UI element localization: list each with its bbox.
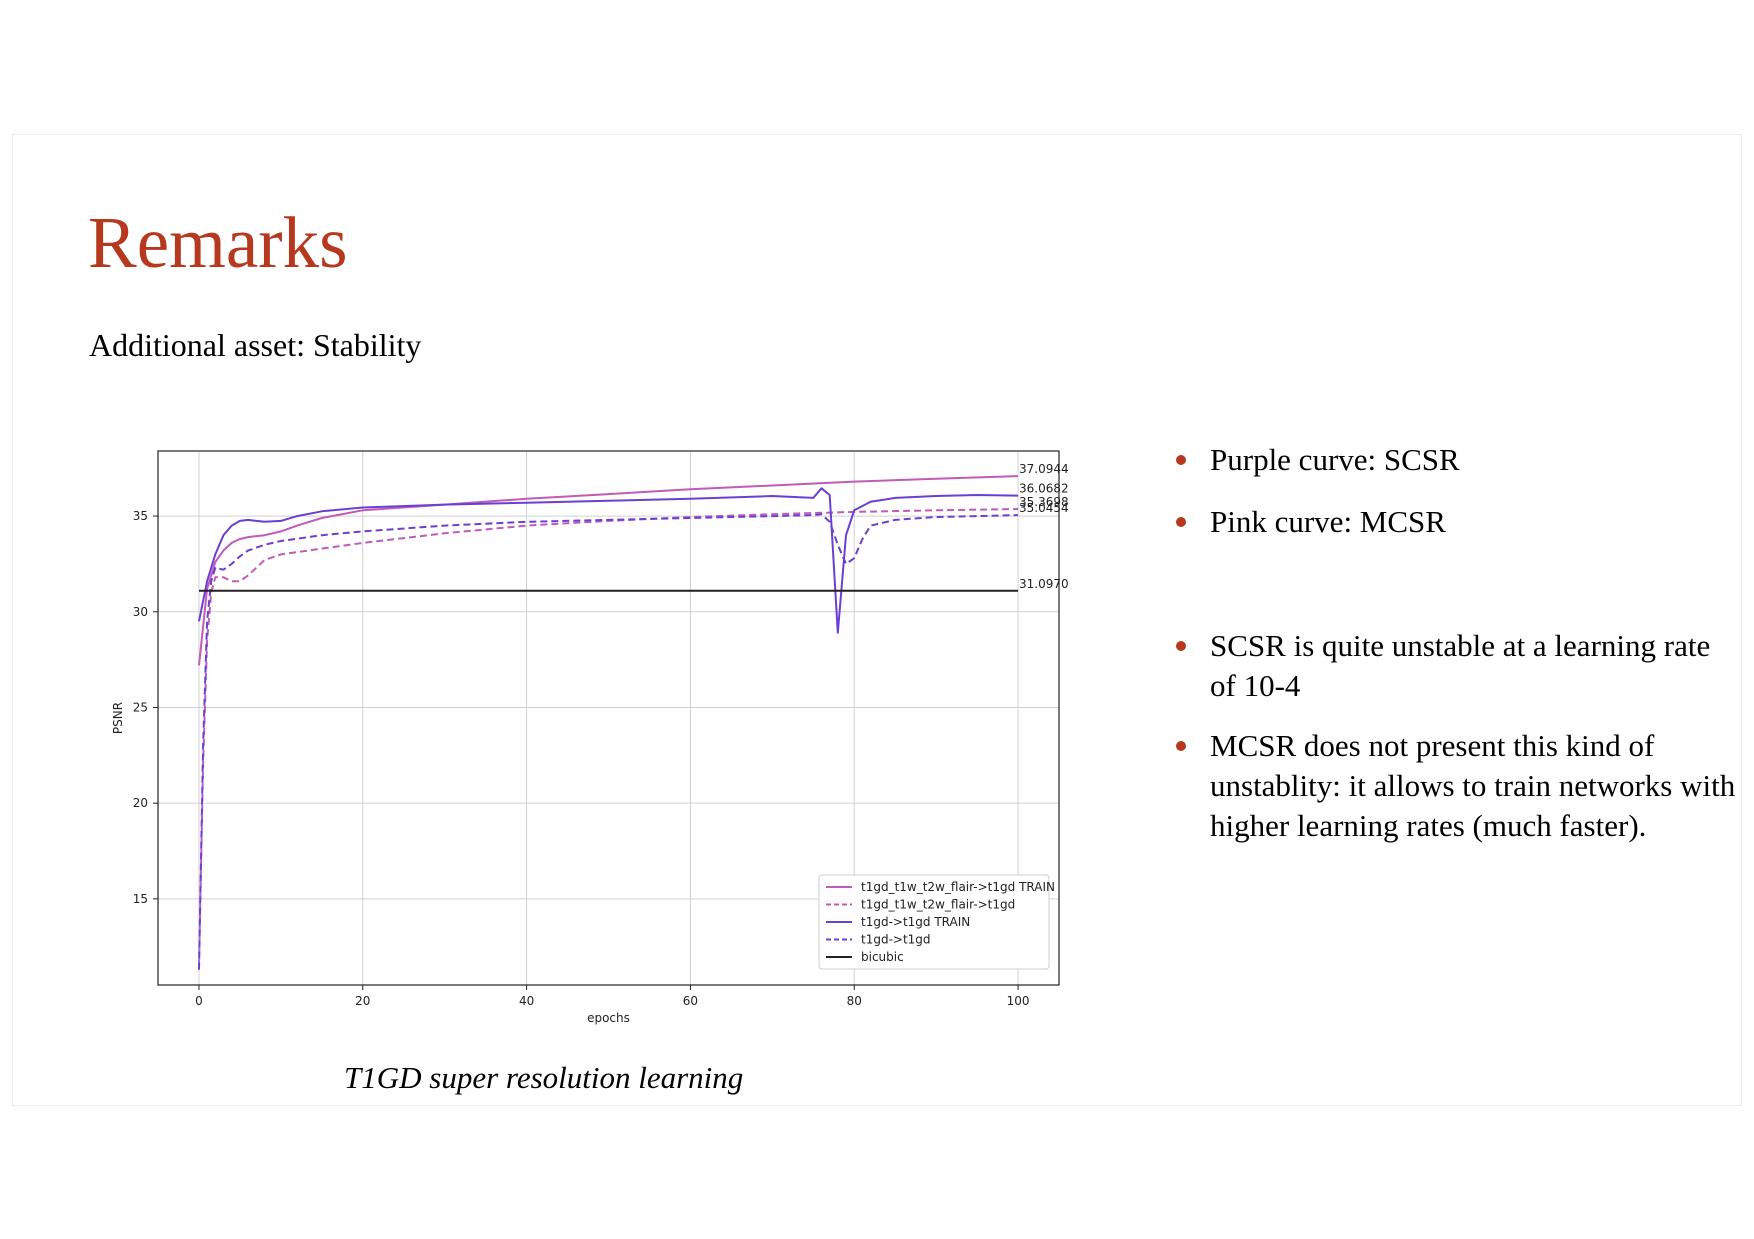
x-tick-label: 80 [847,994,862,1008]
slide-title: Remarks [88,202,348,283]
x-axis-label: epochs [587,1011,630,1025]
bullet-text: Purple curve: SCSR [1210,442,1460,477]
x-tick-label: 40 [519,994,534,1008]
y-tick-label: 15 [133,892,148,906]
legend-label: t1gd->t1gd TRAIN [861,915,970,929]
series-line [198,508,1019,966]
bullet-item: Pink curve: MCSR [1176,502,1736,542]
bullet-text: SCSR is quite unstable at a learning rat… [1210,628,1711,703]
chart-svg: 0 20 40 60 80 100 15 20 25 30 35 epochs PSNR 37.0944 3… [111,450,1069,1025]
x-tick-label: 0 [195,994,203,1008]
legend-label: t1gd_t1w_t2w_flair->t1gd [861,898,1015,912]
end-value-label: 35.0454 [1019,501,1069,515]
x-tick-label: 60 [683,994,698,1008]
series-line [198,487,1019,634]
bullet-item: MCSR does not present this kind of unsta… [1176,726,1736,846]
y-tick-label: 20 [133,796,148,810]
plot-frame [157,450,1060,986]
bullet-dot-icon [1176,741,1186,751]
bullet-item: Purple curve: SCSR [1176,440,1736,480]
bullet-text: Pink curve: MCSR [1210,504,1446,539]
legend-label: t1gd->t1gd [861,933,931,947]
x-tick-label: 20 [355,994,370,1008]
legend-label: bicubic [861,950,904,964]
bullet-dot-icon [1176,517,1186,527]
bullet-dot-icon [1176,455,1186,465]
x-tick-label: 100 [1007,994,1030,1008]
bullet-list: Purple curve: SCSR Pink curve: MCSR SCSR… [1176,440,1736,846]
y-tick-label: 35 [133,509,148,523]
end-value-label: 35.3698 [1019,495,1069,509]
end-value-label: 31.0970 [1019,577,1069,591]
series-line [198,513,1019,970]
y-tick-label: 30 [133,605,148,619]
end-value-label: 37.0944 [1019,462,1069,476]
end-value-label: 36.0682 [1019,482,1069,496]
bullet-text: MCSR does not present this kind of unsta… [1210,728,1736,843]
y-tick-label: 25 [133,700,148,714]
bullet-item: SCSR is quite unstable at a learning rat… [1176,626,1736,706]
psnr-line-chart: 0 20 40 60 80 100 15 20 25 30 35 epochs PSNR 37.0944 3… [105,438,1075,1038]
y-axis-label: PSNR [111,702,125,734]
series-line [198,475,1019,666]
legend-box [818,874,1050,970]
slide-subtitle: Additional asset: Stability [89,327,422,363]
legend-label: t1gd_t1w_t2w_flair->t1gd TRAIN [861,880,1055,894]
bullet-dot-icon [1176,641,1186,651]
chart-caption: T1GD super resolution learning [344,1060,744,1095]
